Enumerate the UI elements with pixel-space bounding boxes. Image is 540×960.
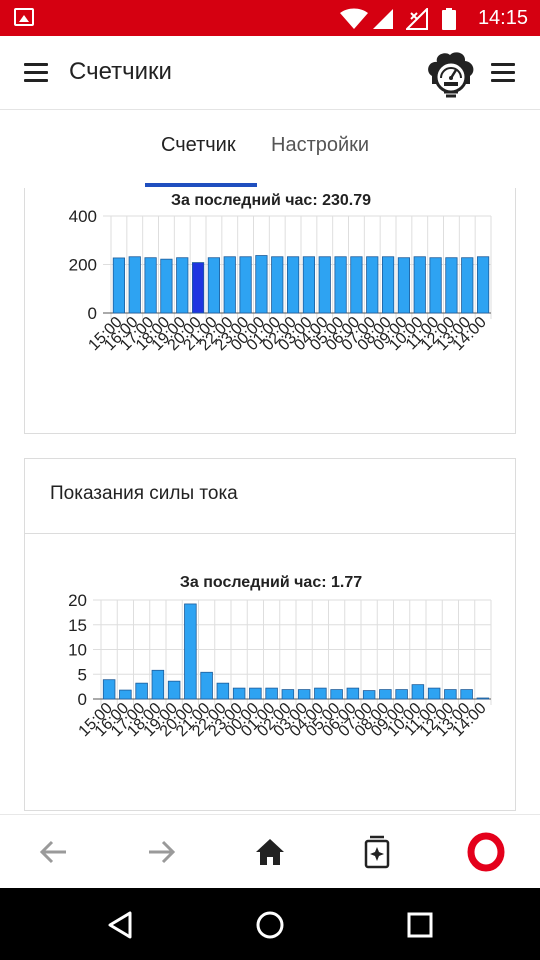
bar[interactable] (445, 257, 458, 314)
bar[interactable] (271, 256, 284, 314)
bar[interactable] (207, 257, 221, 314)
status-bar: 14:15 (0, 0, 540, 36)
bar[interactable] (286, 256, 300, 314)
bar[interactable] (265, 687, 278, 700)
bar[interactable] (297, 689, 311, 700)
no-sim-icon (406, 8, 428, 30)
bar[interactable] (346, 687, 360, 700)
bar[interactable] (350, 256, 363, 314)
chart-title: За последний час: 1.77 (180, 574, 362, 591)
bar[interactable] (112, 257, 126, 314)
content-scroll-area[interactable]: За последний час: 230.79 0 200 400 15:00 16:0… (0, 188, 540, 814)
overflow-menu-icon[interactable] (491, 63, 515, 83)
home-icon[interactable] (250, 832, 290, 872)
system-nav-bar (0, 888, 540, 960)
bar[interactable] (239, 256, 252, 314)
bar[interactable] (223, 256, 236, 314)
back-triangle-icon[interactable] (100, 905, 140, 945)
bar[interactable] (461, 257, 474, 314)
bar[interactable] (160, 258, 173, 314)
bar[interactable] (366, 256, 379, 314)
bar[interactable] (411, 684, 425, 700)
bar[interactable] (476, 256, 490, 314)
bar[interactable] (318, 256, 331, 314)
recents-square-icon[interactable] (400, 905, 440, 945)
y-tick-label: 400 (69, 207, 97, 226)
bar[interactable] (427, 687, 441, 700)
current-card: Показания силы тока За последний час: 1.… (24, 458, 516, 811)
bar[interactable] (395, 689, 408, 700)
bar[interactable] (444, 689, 457, 700)
bar[interactable] (413, 256, 426, 314)
bar[interactable] (281, 689, 295, 700)
bar[interactable] (184, 603, 197, 700)
bar[interactable] (144, 257, 157, 314)
current-chart: За последний час: 1.770510152015:0016:00… (68, 574, 492, 740)
voltage-card: За последний час: 230.79 0 200 400 15:00 16:0… (24, 188, 516, 434)
bar[interactable] (314, 687, 327, 700)
bar[interactable] (255, 255, 268, 314)
wifi-icon (340, 8, 368, 29)
app-bar: Счетчики (0, 36, 540, 110)
status-clock: 14:15 (477, 7, 528, 29)
chart-title: За последний час: 230.79 (171, 192, 371, 209)
y-tick-label: 200 (69, 256, 97, 275)
bar[interactable] (151, 669, 165, 700)
bar[interactable] (334, 256, 347, 314)
y-tick-label: 0 (78, 690, 87, 709)
active-tab-indicator (145, 183, 257, 187)
bar[interactable] (249, 687, 262, 700)
y-tick-label: 5 (78, 665, 87, 684)
bar[interactable] (191, 262, 205, 314)
y-tick-label: 0 (88, 304, 97, 323)
bar[interactable] (128, 256, 141, 314)
forward-arrow-icon[interactable] (141, 832, 181, 872)
bar[interactable] (200, 671, 213, 700)
y-tick-label: 10 (68, 641, 87, 660)
bar[interactable] (381, 256, 395, 314)
bar[interactable] (176, 257, 189, 314)
voltage-chart: За последний час: 230.79020040015:0016:0… (69, 192, 492, 354)
bar[interactable] (379, 689, 392, 700)
bar[interactable] (167, 680, 181, 700)
page-title: Счетчики (69, 58, 172, 85)
bar[interactable] (232, 687, 246, 700)
card-title: Показания силы тока (50, 483, 238, 504)
image-icon (14, 8, 34, 26)
opera-logo-icon[interactable] (466, 832, 506, 872)
bar[interactable] (460, 689, 473, 700)
bar[interactable] (102, 679, 116, 700)
bar[interactable] (216, 682, 230, 700)
bar[interactable] (429, 257, 442, 314)
bar[interactable] (330, 689, 343, 700)
cellular-signal-icon (373, 9, 393, 29)
bar[interactable] (397, 257, 411, 314)
meter-gauge-logo-icon[interactable] (424, 50, 478, 100)
tab-bar: Счетчик Настройки (0, 110, 540, 188)
browser-toolbar (0, 814, 540, 888)
back-arrow-icon[interactable] (34, 832, 74, 872)
my-flow-icon[interactable] (357, 832, 397, 872)
hamburger-menu-icon[interactable] (24, 63, 48, 83)
bar[interactable] (119, 689, 132, 700)
bar[interactable] (476, 697, 490, 700)
y-tick-label: 20 (68, 591, 87, 610)
y-tick-label: 15 (68, 616, 87, 635)
bar[interactable] (135, 682, 148, 700)
battery-icon (442, 8, 456, 30)
bar[interactable] (362, 690, 376, 700)
home-circle-icon[interactable] (250, 905, 290, 945)
bar[interactable] (302, 256, 316, 314)
tab-settings[interactable]: Настройки (271, 134, 370, 156)
card-header: Показания силы тока (25, 459, 515, 534)
tab-counter[interactable]: Счетчик (161, 134, 236, 156)
